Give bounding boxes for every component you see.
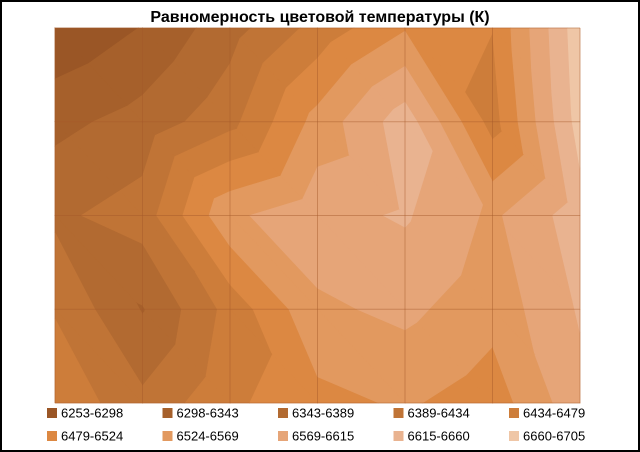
legend-swatch (509, 408, 519, 418)
legend-label: 6389-6434 (408, 405, 470, 420)
legend-swatch (278, 408, 288, 418)
legend: 6253-6298 6298-6343 6343-6389 6389-6434 6434… (47, 405, 585, 443)
contour-region (142, 344, 207, 404)
contour-region (317, 308, 406, 404)
contour-region (249, 354, 319, 404)
contour-region (404, 214, 411, 228)
legend-label: 6298-6343 (177, 405, 239, 420)
contour-region (534, 354, 581, 404)
legend-swatch (47, 431, 57, 441)
legend-swatch (162, 431, 173, 441)
contour-region (54, 318, 101, 404)
legend-swatch (509, 431, 519, 441)
legend-swatch (278, 431, 288, 441)
contour-region (404, 308, 418, 331)
chart-title: Равномерность цветовой температуры (К) (150, 9, 489, 26)
legend-label: 6479-6524 (61, 428, 123, 443)
legend-swatch (47, 408, 57, 418)
contour-region (523, 308, 581, 404)
legend-swatch (162, 408, 173, 418)
contour-region (571, 121, 581, 169)
plot-area (54, 27, 581, 404)
legend-label: 6434-6479 (523, 405, 585, 420)
contour-region (574, 308, 581, 333)
contour-region (492, 308, 554, 404)
legend-label: 6343-6389 (292, 405, 354, 420)
legend-label: 6253-6298 (61, 405, 123, 420)
legend-label: 6569-6615 (292, 428, 354, 443)
legend-swatch (393, 408, 404, 418)
contour-region (553, 121, 581, 217)
legend-swatch (393, 431, 404, 441)
legend-label: 6524-6569 (177, 428, 239, 443)
legend-label: 6660-6705 (523, 428, 585, 443)
contour-region (184, 376, 231, 404)
legend-label: 6615-6660 (408, 428, 470, 443)
